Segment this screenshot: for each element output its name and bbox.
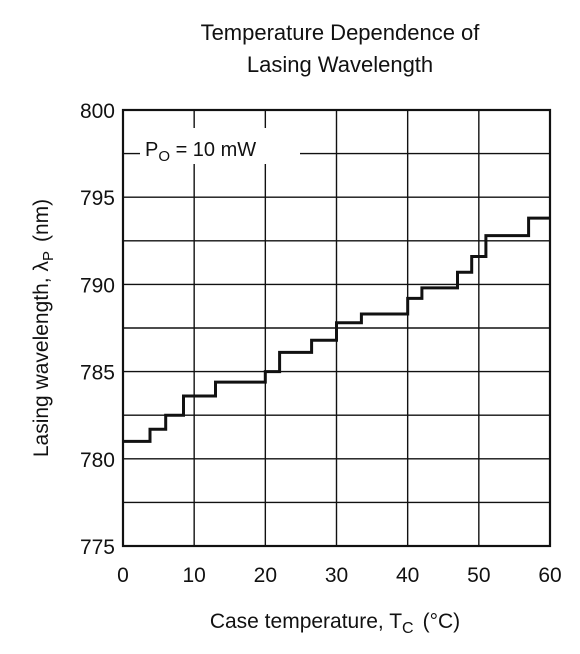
x-axis-label: Case temperature, TC (°C) — [210, 610, 460, 637]
y-tick-labels: 775 780 785 790 795 800 — [80, 100, 115, 559]
annotation-rest: = 10 mW — [170, 139, 256, 161]
y-tick-label: 795 — [80, 187, 115, 210]
annotation-label: PO = 10 mW — [145, 139, 256, 165]
annotation-sub: O — [158, 148, 170, 165]
plot-frame — [121, 108, 552, 548]
grid-lines — [123, 110, 550, 546]
y-axis-label-main: Lasing wavelength, λ — [30, 261, 53, 458]
y-tick-label: 780 — [80, 449, 115, 472]
annotation-main: P — [145, 139, 158, 161]
y-axis-label: Lasing wavelength, λP (nm) — [30, 199, 57, 457]
y-axis-label-unit: (nm) — [30, 199, 53, 242]
x-tick-label: 60 — [538, 564, 561, 587]
chart-title: Temperature Dependence of — [200, 20, 480, 45]
y-tick-label: 775 — [80, 536, 115, 559]
x-tick-label: 50 — [467, 564, 490, 587]
x-axis-label-main: Case temperature, T — [210, 610, 402, 633]
series-line — [123, 216, 550, 443]
y-axis-label-sub: P — [40, 251, 57, 261]
annotation-bg — [140, 128, 300, 164]
x-tick-label: 30 — [325, 564, 348, 587]
x-tick-label: 40 — [396, 564, 419, 587]
x-tick-label: 20 — [254, 564, 277, 587]
y-tick-label: 800 — [80, 100, 115, 123]
x-axis-label-unit: (°C) — [423, 610, 461, 633]
x-tick-label: 0 — [117, 564, 129, 587]
y-tick-label: 790 — [80, 274, 115, 297]
x-axis-label-sub: C — [402, 620, 414, 637]
x-tick-label: 10 — [182, 564, 205, 587]
y-tick-label: 785 — [80, 362, 115, 385]
chart-subtitle: Lasing Wavelength — [246, 52, 434, 77]
x-tick-labels: 0 10 20 30 40 50 60 — [117, 564, 562, 587]
